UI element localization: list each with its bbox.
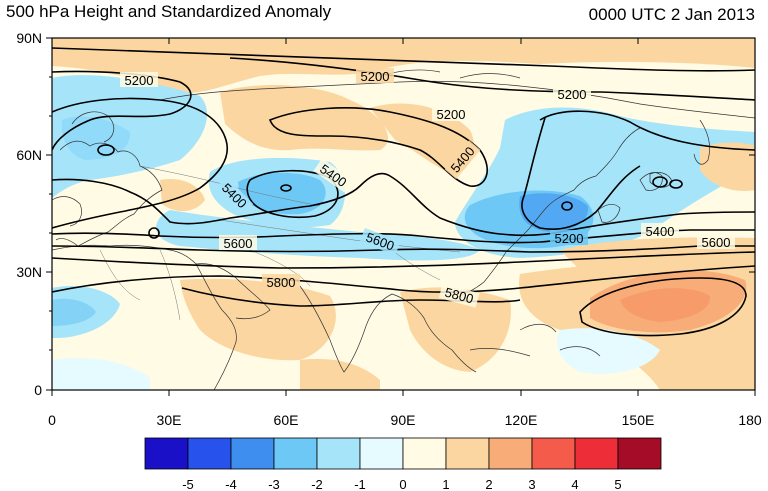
contour-label: 5200 — [558, 87, 587, 102]
contour-5200-siberia — [246, 169, 339, 219]
arabia-positive-anomaly — [180, 278, 336, 361]
colorbar-swatch — [488, 437, 533, 470]
colorbar-label: 1 — [442, 477, 449, 491]
colorbar-swatch — [359, 437, 404, 470]
lon-label: 180 — [738, 412, 762, 428]
colorbar-labels: -5 -4 -3 -2 -1 0 1 2 3 4 5 — [182, 477, 621, 491]
ural-positive-anomaly — [220, 85, 389, 151]
colorbar-label: 2 — [485, 477, 492, 491]
europe-negative-anomaly — [52, 75, 208, 198]
contour-5400-ural — [268, 107, 489, 187]
colorbar-swatch — [445, 437, 490, 470]
map-area: 5200 5200 5200 5200 5200 5400 5400 5400 … — [52, 38, 755, 390]
contour-5800-south — [181, 287, 521, 307]
contour-label: 5200 — [437, 107, 466, 122]
contour-5400-west — [52, 97, 229, 229]
colorbar — [144, 437, 662, 470]
colorbar-label: -1 — [354, 477, 366, 491]
colorbar-label: 0 — [399, 477, 406, 491]
lat-label: 0 — [34, 382, 42, 398]
contour-label: 5600 — [702, 235, 731, 250]
colorbar-label: 5 — [614, 477, 621, 491]
lon-label: 0 — [48, 412, 56, 428]
colorbar-swatch — [230, 437, 275, 470]
contour-5100-north — [52, 47, 755, 72]
height-contours — [52, 47, 755, 337]
contour-5200-east-trough — [521, 117, 641, 230]
lat-label: 60N — [16, 147, 42, 163]
contour-label: 5800 — [443, 285, 475, 307]
contour-5700 — [52, 251, 755, 269]
contour-label: 5200 — [125, 73, 154, 88]
valid-time: 0000 UTC 2 Jan 2013 — [589, 5, 755, 24]
colorbar-label: 4 — [571, 477, 578, 491]
lat-label: 30N — [16, 264, 42, 280]
colorbar-label: -2 — [311, 477, 323, 491]
contour-5800-main — [52, 265, 755, 293]
colorbar-swatch — [273, 437, 318, 470]
contour-label: 5200 — [361, 69, 390, 84]
lon-label: 90E — [391, 412, 416, 428]
map-title: 500 hPa Height and Standardized Anomaly — [6, 2, 332, 21]
contour-label: 5600 — [224, 236, 253, 251]
colorbar-swatch — [574, 437, 619, 470]
colorbar-swatch — [617, 437, 662, 470]
lon-label: 30E — [157, 412, 182, 428]
longitude-labels: 0 30E 60E 90E 120E 150E 180 — [48, 412, 762, 428]
lon-label: 150E — [622, 412, 655, 428]
colorbar-swatch — [402, 437, 447, 470]
colorbar-label: -5 — [182, 477, 194, 491]
contour-5200-east-top — [539, 110, 755, 151]
latitude-ticks — [46, 37, 755, 391]
contour-label: 5400 — [646, 224, 675, 239]
colorbar-label: -3 — [268, 477, 280, 491]
colorbar-swatch — [144, 437, 189, 470]
colorbar-swatch — [531, 437, 576, 470]
colorbar-swatch — [187, 437, 232, 470]
colorbar-label: -4 — [225, 477, 237, 491]
longitude-ticks — [51, 38, 756, 396]
lat-label: 90N — [16, 30, 42, 46]
colorbar-swatch — [316, 437, 361, 470]
contour-5900-pacific — [579, 277, 747, 337]
lon-label: 120E — [505, 412, 538, 428]
contour-label: 5800 — [267, 275, 296, 290]
contour-5600-secondary — [52, 245, 755, 253]
contour-5400-central — [52, 172, 755, 237]
lon-label: 60E — [274, 412, 299, 428]
arctic-positive-anomaly — [52, 38, 755, 93]
contour-label: 5200 — [555, 231, 584, 246]
contour-5200-arctic — [229, 57, 755, 101]
latitude-labels: 90N 60N 30N 0 — [16, 30, 42, 398]
colorbar-label: 3 — [528, 477, 535, 491]
